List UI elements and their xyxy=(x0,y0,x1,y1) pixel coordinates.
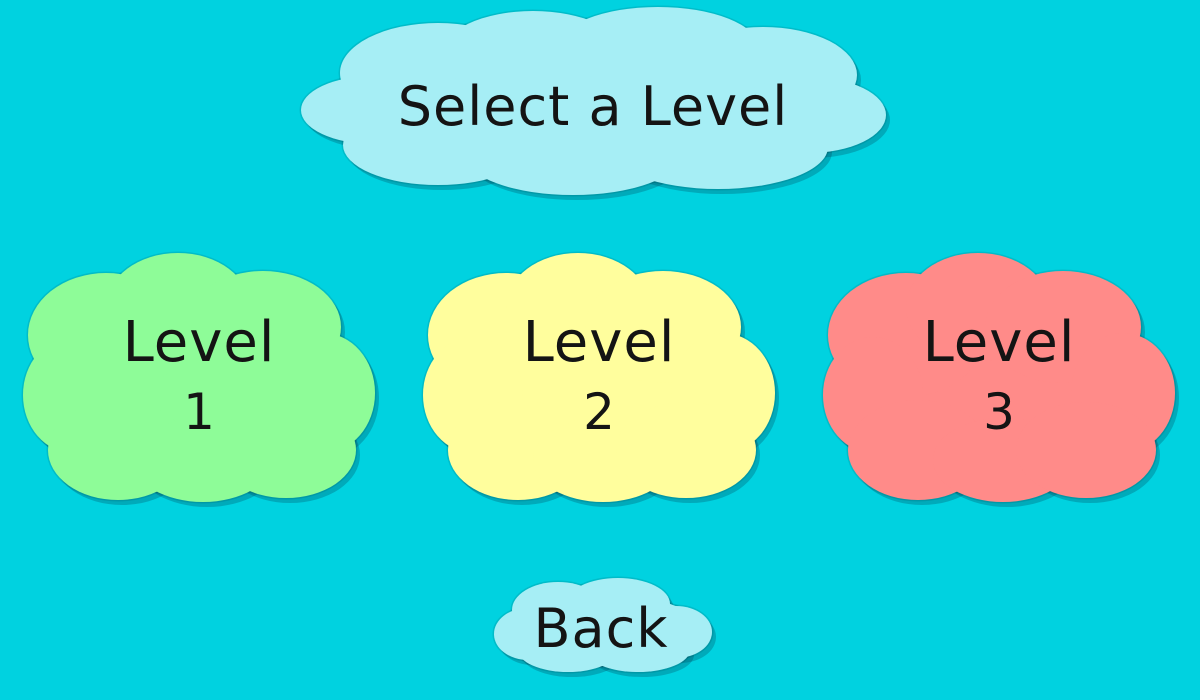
back-button[interactable]: Back xyxy=(488,576,716,677)
cloud-icon xyxy=(421,251,779,507)
cloud-icon xyxy=(492,576,716,677)
level-2-button[interactable]: Level 2 xyxy=(418,245,780,507)
level-1-button[interactable]: Level 1 xyxy=(18,245,380,507)
cloud-icon xyxy=(21,251,379,507)
cloud-icon xyxy=(299,5,890,200)
cloud-icon xyxy=(821,251,1179,507)
level-3-button[interactable]: Level 3 xyxy=(818,245,1180,507)
title-banner: Select a Level xyxy=(298,5,890,200)
